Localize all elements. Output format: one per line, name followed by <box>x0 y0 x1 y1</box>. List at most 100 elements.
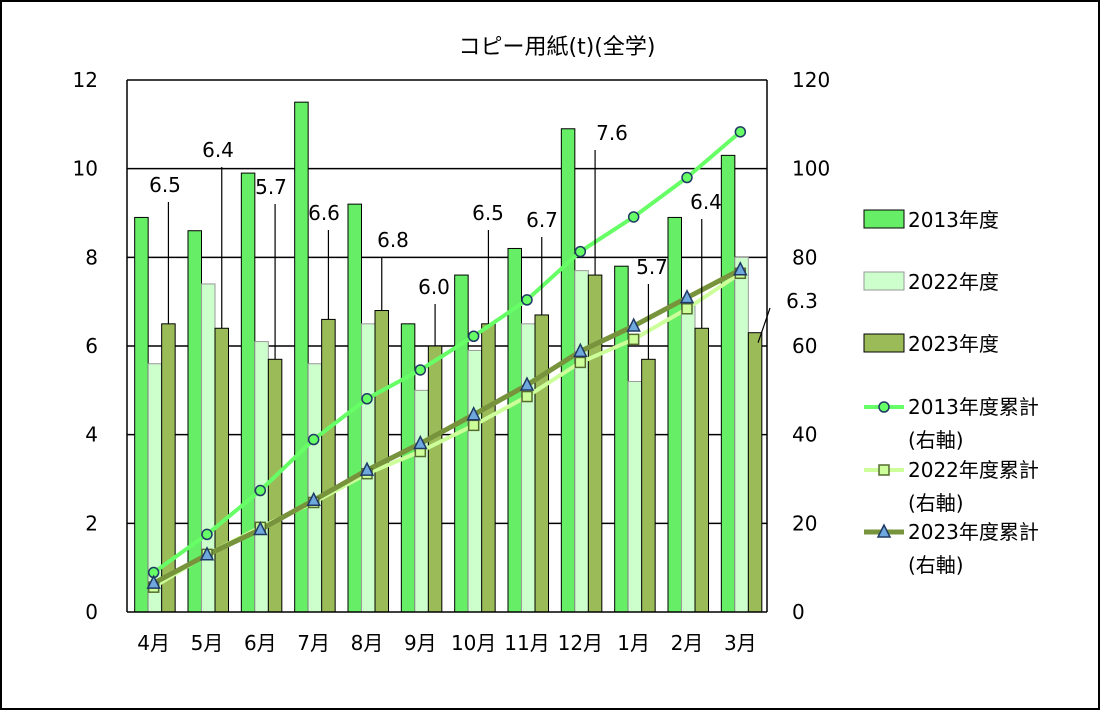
line-marker-2 <box>574 356 587 369</box>
data-label: 6.5 <box>149 173 181 197</box>
chart-title: コピー用紙(t)(全学) <box>459 35 656 60</box>
line-marker-3 <box>573 342 588 358</box>
grid-layer <box>127 79 767 525</box>
line-marker-1 <box>254 484 267 497</box>
line-marker-3 <box>733 261 748 276</box>
line-marker-1 <box>467 330 480 342</box>
x-tick-label: 11月 <box>504 631 549 655</box>
data-label: 5.7 <box>255 175 287 199</box>
line-marker-3 <box>466 406 481 421</box>
legend-label-note: (右軸) <box>908 553 964 577</box>
bar-3-3月 <box>747 332 763 613</box>
bar-3-1月 <box>641 358 656 613</box>
x-tick-label: 2月 <box>671 631 704 655</box>
y-left-tick-label: 6 <box>85 334 98 358</box>
line-marker-1 <box>574 245 587 258</box>
bar-1-6月 <box>240 172 256 613</box>
line-marker-1 <box>734 126 747 138</box>
x-tick-label: 9月 <box>404 631 437 655</box>
bar-1-3月 <box>720 154 736 613</box>
data-label: 6.4 <box>202 138 234 162</box>
data-label: 6.8 <box>377 228 409 252</box>
line-marker-1 <box>361 393 373 405</box>
line-marker-3 <box>413 434 428 450</box>
line-marker-2 <box>467 419 480 432</box>
legend-label-note: (右軸) <box>908 428 964 452</box>
x-tick-label: 12月 <box>558 631 603 655</box>
x-tick-label: 6月 <box>244 631 277 655</box>
y-right-tick-label: 60 <box>792 334 817 358</box>
y-left-tick-label: 12 <box>73 68 98 92</box>
bar-2-7月 <box>307 363 323 613</box>
x-tick-label: 5月 <box>191 631 224 655</box>
y-left-tick-label: 10 <box>73 157 98 181</box>
line-marker-3 <box>306 491 321 507</box>
bar-2-2月 <box>681 305 696 613</box>
y-right-tick-label: 100 <box>792 157 830 181</box>
bar-2-9月 <box>414 389 429 613</box>
bar-1-5月 <box>187 230 202 613</box>
bar-3-9月 <box>427 345 443 613</box>
line-marker-3 <box>679 288 695 304</box>
y-left-tick-label: 8 <box>85 245 98 269</box>
y-right-tick-label: 40 <box>792 423 817 447</box>
y-right-tick-label: 20 <box>792 511 817 535</box>
x-tick-label: 8月 <box>351 631 384 655</box>
y-right-tick-label: 120 <box>792 68 830 92</box>
x-tick-label: 4月 <box>137 631 170 655</box>
bar-1-4月 <box>134 216 149 613</box>
data-label: 6.7 <box>526 208 558 232</box>
line-series-1 <box>152 130 742 575</box>
legend-label: 2022年度 <box>908 270 999 294</box>
x-tick-label: 3月 <box>724 631 757 655</box>
leader-line <box>757 307 771 343</box>
bar-2-1月 <box>627 380 643 613</box>
y-left-tick-label: 0 <box>85 600 98 624</box>
legend-marker <box>878 464 890 476</box>
bar-2-3月 <box>734 256 749 613</box>
legend-label: 2022年度累計 <box>908 458 1039 482</box>
data-label: 6.6 <box>308 201 340 225</box>
bar-3-5月 <box>214 327 229 613</box>
data-label: 5.7 <box>636 255 668 279</box>
bars-layer <box>134 101 763 613</box>
bar-3-2月 <box>694 327 709 613</box>
legend-marker <box>878 401 890 413</box>
legend-swatch-bar <box>863 333 905 353</box>
bar-3-7月 <box>321 318 336 613</box>
line-marker-2 <box>681 303 693 315</box>
bar-3-10月 <box>481 323 496 613</box>
line-marker-1 <box>307 433 320 446</box>
y-right-tick-label: 80 <box>792 245 817 269</box>
line-marker-3 <box>626 317 641 332</box>
bar-2-12月 <box>574 270 589 613</box>
data-label: 6.5 <box>472 201 504 225</box>
line-marker-1 <box>414 364 427 376</box>
data-labels-layer: 6.5 6.4 5.7 6.6 6.8 6.0 6.5 6.7 7.6 5.7 6.4 6.3 <box>149 121 818 360</box>
line-marker-3 <box>519 376 535 391</box>
bar-1-7月 <box>294 101 309 613</box>
legend-label: 2023年度 <box>908 332 999 356</box>
line-marker-1 <box>681 171 693 184</box>
x-tick-label: 1月 <box>617 631 650 655</box>
legend-swatch-bar <box>863 271 905 291</box>
data-label: 6.3 <box>786 289 818 313</box>
line-series-3 <box>152 267 742 586</box>
data-label: 7.6 <box>596 121 628 145</box>
legend-marker <box>876 523 892 538</box>
line-marker-1 <box>201 528 213 541</box>
legend-swatch-bar <box>863 209 905 229</box>
bar-1-10月 <box>454 274 469 613</box>
line-marker-3 <box>359 461 375 476</box>
bar-2-5月 <box>201 283 216 613</box>
line-marker-1 <box>521 294 533 306</box>
line-marker-3 <box>199 546 215 561</box>
bar-1-9月 <box>400 323 416 613</box>
data-label: 6.0 <box>418 275 450 299</box>
y-right-tick-label: 0 <box>792 600 805 624</box>
bar-2-6月 <box>254 341 269 613</box>
legend: 2013年度 2022年度 2023年度 2013年度累計 (右軸) 2022年度累計 (右… <box>863 208 1039 577</box>
